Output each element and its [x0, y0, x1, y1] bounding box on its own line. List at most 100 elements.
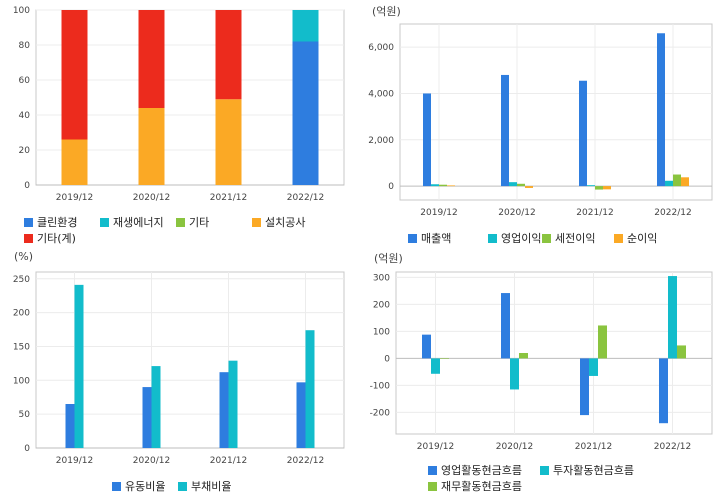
- y-tick-label: 0: [24, 444, 30, 454]
- bar: [215, 10, 242, 100]
- y-tick-label: 200: [373, 300, 390, 310]
- x-tick-label: 2021/12: [575, 442, 612, 452]
- legend-item: 기타: [176, 214, 209, 230]
- legend-label: 재생에너지: [113, 216, 164, 229]
- legend-item: 부채비율: [178, 478, 231, 494]
- y-tick-label: 0: [24, 181, 30, 191]
- bar: [681, 177, 689, 187]
- legend-label: 기타: [189, 216, 210, 229]
- legend-label: 설치공사: [265, 216, 306, 229]
- bar: [665, 180, 673, 187]
- legend-item: 영업이익: [488, 230, 541, 246]
- legend-label: 기타(계): [37, 232, 76, 245]
- bar: [422, 334, 431, 359]
- legend-item: 투자활동현금흐름: [540, 462, 634, 478]
- ratio-unit-label: (%): [14, 250, 34, 263]
- x-tick-label: 2022/12: [287, 193, 324, 203]
- x-tick-label: 2021/12: [210, 193, 247, 203]
- ratio-plot: 0 50 100 150 200 250 2019/12 2020/12 2021/12 2022…: [13, 271, 345, 466]
- y-tick-label: 0: [388, 182, 394, 192]
- y-tick-label: 2,000: [368, 136, 394, 146]
- bar: [510, 358, 519, 390]
- legend-label: 영업이익: [501, 232, 542, 245]
- legend-item: 유동비율: [112, 478, 165, 494]
- y-tick-label: 250: [13, 275, 30, 285]
- bar: [61, 10, 88, 140]
- legend-swatch: [542, 233, 551, 243]
- bar: [423, 93, 431, 187]
- legend-label: 순이익: [627, 232, 658, 245]
- legend-label: 클린환경: [37, 216, 78, 229]
- bar: [659, 358, 668, 424]
- legend-label: 재무활동현금흐름: [441, 480, 522, 493]
- bar: [673, 174, 681, 187]
- plot-frame: [35, 271, 345, 449]
- bar: [668, 276, 677, 359]
- legend-swatch: [100, 217, 109, 227]
- x-tick-label: 2022/12: [654, 442, 691, 452]
- income-plot: 0 2,000 4,000 6,000 2019/12 2020/12 2021/12 202…: [368, 23, 713, 218]
- bar: [228, 360, 238, 448]
- bar: [595, 186, 603, 190]
- y-tick-label: 100: [373, 327, 390, 337]
- cashflow-plot: -200 -100 0 100 200 300 2019/12 2020/12 2021/12 2…: [370, 271, 713, 452]
- x-tick-label: 2021/12: [576, 208, 613, 218]
- legend-item: 순이익: [614, 230, 657, 246]
- legend-swatch: [540, 465, 549, 475]
- y-tick-label: 0: [384, 354, 390, 364]
- legend-item: 기타(계): [24, 230, 76, 246]
- income-chart: (억원) 0 2,000 4,000 6,000 2019/12 2020/12 2021/…: [360, 0, 720, 248]
- bar: [519, 353, 528, 359]
- y-tick-label: 50: [19, 410, 31, 420]
- bar: [61, 139, 88, 185]
- legend-swatch: [428, 465, 437, 475]
- bar: [580, 358, 589, 416]
- legend-swatch: [408, 233, 417, 243]
- bar: [525, 186, 533, 188]
- y-tick-label: -200: [370, 408, 391, 418]
- x-tick-label: 2022/12: [654, 208, 691, 218]
- bar: [579, 80, 587, 187]
- legend-swatch: [252, 217, 261, 227]
- x-tick-label: 2019/12: [56, 456, 93, 466]
- legend-label: 투자활동현금흐름: [553, 464, 634, 477]
- y-tick-label: 20: [19, 146, 31, 156]
- legend-item: 재무활동현금흐름: [428, 478, 522, 494]
- bar: [215, 99, 242, 185]
- revenue-composition-chart: 0 20 40 60 80 100 2019/12 2020/12 2021/12 2022/12…: [0, 0, 360, 248]
- ratio-chart: (%) 0 50 100 150 200 250 2019/12 2020/12 2021/12…: [0, 248, 360, 496]
- legend-swatch: [112, 481, 121, 491]
- legend-swatch: [176, 217, 185, 227]
- x-tick-label: 2019/12: [56, 193, 93, 203]
- x-tick-label: 2022/12: [287, 456, 324, 466]
- legend-item: 영업활동현금흐름: [428, 462, 522, 478]
- bar: [138, 108, 165, 185]
- legend-label: 유동비율: [125, 480, 166, 493]
- y-tick-label: 6,000: [368, 43, 394, 53]
- legend-item: 세전이익: [542, 230, 595, 246]
- legend-item: 설치공사: [252, 214, 305, 230]
- bar: [292, 41, 319, 185]
- bar: [65, 404, 75, 448]
- legend-label: 부채비율: [191, 480, 232, 493]
- bar: [142, 387, 152, 448]
- legend-swatch: [488, 233, 497, 243]
- y-tick-label: 80: [19, 41, 31, 51]
- x-tick-label: 2019/12: [420, 208, 457, 218]
- bar: [431, 358, 440, 374]
- legend-swatch: [614, 233, 623, 243]
- bar: [501, 293, 510, 359]
- legend-item: 매출액: [408, 230, 451, 246]
- x-tick-label: 2021/12: [210, 456, 247, 466]
- bar: [151, 366, 161, 448]
- legend-item: 재생에너지: [100, 214, 164, 230]
- x-tick-label: 2019/12: [417, 442, 454, 452]
- y-tick-label: 200: [13, 309, 30, 319]
- legend-swatch: [24, 233, 33, 243]
- ratio-legend: 유동비율 부채비율: [0, 472, 360, 496]
- y-tick-label: 150: [13, 342, 30, 352]
- legend-swatch: [24, 217, 33, 227]
- y-tick-label: 300: [373, 273, 390, 283]
- x-tick-label: 2020/12: [496, 442, 533, 452]
